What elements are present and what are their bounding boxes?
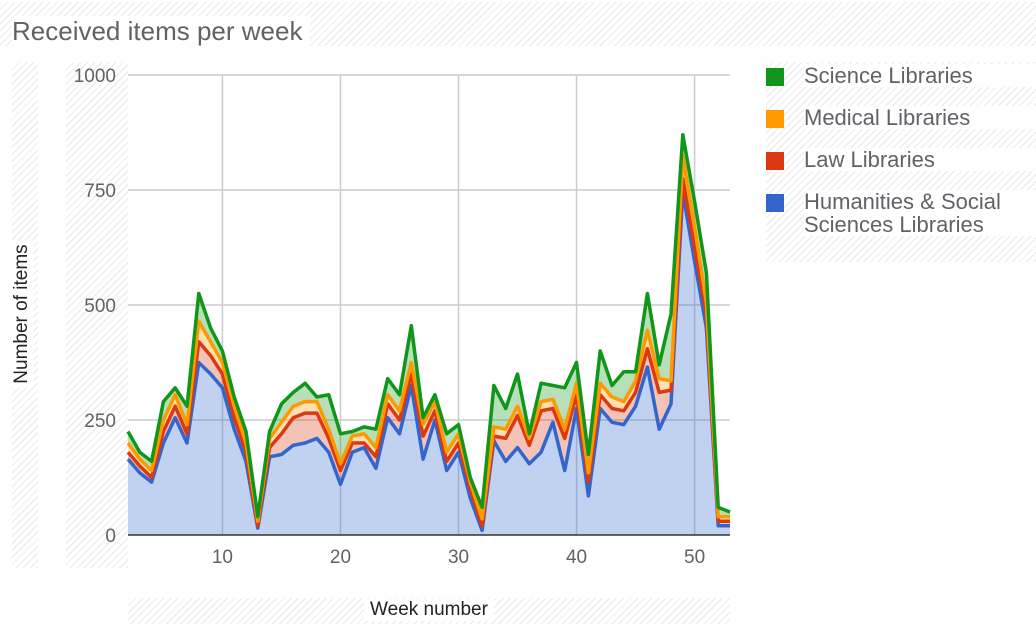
series-line-2 <box>126 153 730 523</box>
y-tick-label: 500 <box>84 296 116 317</box>
legend-swatch <box>766 194 784 212</box>
x-tick-label: 50 <box>684 547 705 568</box>
x-axis-title: Week number <box>364 599 494 621</box>
legend-label: Science Libraries <box>804 64 1036 87</box>
y-tick-label: 750 <box>84 181 116 202</box>
legend-label: Medical Libraries <box>804 106 1036 129</box>
y-tick-label: 0 <box>105 526 116 547</box>
series-line-0 <box>126 190 730 533</box>
legend-label: Humanities & Social Sciences Libraries <box>804 190 1036 236</box>
series-line-1 <box>126 176 730 528</box>
series-line-3 <box>126 133 731 519</box>
x-tick-label: 10 <box>212 547 233 568</box>
x-tick-label: 40 <box>566 547 587 568</box>
legend-swatch <box>766 110 784 128</box>
chart-title: Received items per week <box>12 16 311 47</box>
title-area: Received items per week <box>0 2 1036 47</box>
legend-label: Law Libraries <box>804 148 1036 171</box>
series-area-1 <box>128 178 730 531</box>
series-area-2 <box>128 155 730 526</box>
x-tick-label: 30 <box>448 547 469 568</box>
legend-swatch <box>766 152 784 170</box>
y-tick-area <box>66 62 128 568</box>
y-tick-label: 250 <box>84 411 116 432</box>
x-tick-label: 20 <box>330 547 351 568</box>
series-area-0 <box>128 192 730 536</box>
legend-swatch <box>766 68 784 86</box>
y-tick-label: 1000 <box>74 66 116 87</box>
